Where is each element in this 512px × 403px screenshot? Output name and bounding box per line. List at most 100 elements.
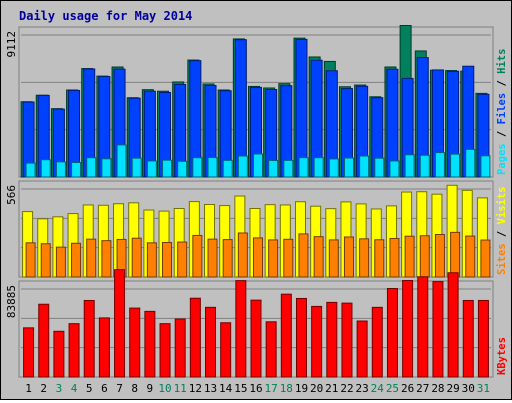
bar-pages-30: Pages 30: 1790	[465, 148, 476, 178]
bar-pages-24: Pages 24: 1220	[374, 157, 385, 178]
bar-sites-1: Sites 1: 222	[25, 242, 36, 278]
bar-sites-12: Sites 12: 270	[192, 234, 203, 278]
x-tick-label-22: 22	[340, 382, 353, 395]
legend-visits: Visits	[496, 186, 508, 224]
chart-title: Daily usage for May 2014	[19, 9, 192, 23]
bar-sites-14: Sites 14: 243	[222, 239, 233, 278]
bar-kbytes-15: KBytes 15: 92800	[235, 280, 247, 378]
x-tick-label-26: 26	[401, 382, 414, 395]
bar-sites-19: Sites 19: 280	[298, 233, 309, 278]
bar-sites-30: Sites 30: 266	[465, 235, 476, 278]
bar-kbytes-5: KBytes 5: 73670	[83, 299, 95, 378]
x-tick-label-5: 5	[86, 382, 93, 395]
bar-pages-1: Pages 1: 900	[25, 162, 36, 178]
bar-pages-23: Pages 23: 1360	[359, 155, 370, 178]
bar-kbytes-27: KBytes 27: 96500	[417, 276, 429, 378]
bar-files-19: Files 19: 8920	[295, 38, 308, 178]
panel-visits-sites: 566Visits 1: 425Visits 2: 378Visits 3: 3…	[5, 180, 508, 278]
bar-kbytes-11: KBytes 11: 55810	[174, 318, 186, 378]
bar-kbytes-28: KBytes 28: 91850	[432, 281, 444, 378]
bar-sites-10: Sites 10: 224	[162, 242, 173, 278]
bar-pages-8: Pages 8: 1220	[131, 157, 142, 178]
bar-pages-2: Pages 2: 1120	[40, 159, 51, 178]
panel-pages-files-hits: 9112Hits 1: 4880Hits 2: 5300Hits 3: 4430…	[5, 25, 508, 178]
bar-pages-22: Pages 22: 1230	[343, 157, 354, 178]
bar-sites-17: Sites 17: 241	[268, 239, 279, 278]
bar-kbytes-24: KBytes 24: 67060	[371, 306, 383, 378]
chart-panels: 9112Hits 1: 4880Hits 2: 5300Hits 3: 4430…	[5, 25, 508, 378]
x-tick-label-3: 3	[56, 382, 63, 395]
panel-legend: Sites / Visits	[496, 186, 508, 275]
bar-pages-10: Pages 10: 1090	[162, 159, 173, 178]
panel-ymax-label: 9112	[5, 31, 18, 58]
x-tick-label-15: 15	[234, 382, 247, 395]
x-tick-label-10: 10	[158, 382, 171, 395]
x-tick-label-29: 29	[446, 382, 459, 395]
bar-pages-29: Pages 29: 1480	[450, 153, 461, 178]
bar-pages-31: Pages 31: 1370	[480, 155, 491, 178]
bar-pages-7: Pages 7: 2080	[116, 144, 127, 178]
x-tick-label-23: 23	[356, 382, 369, 395]
x-tick-label-30: 30	[462, 382, 475, 395]
legend-separator: /	[496, 224, 508, 243]
bar-kbytes-31: KBytes 31: 73690	[477, 299, 489, 378]
bar-sites-3: Sites 3: 194	[55, 246, 66, 278]
x-tick-label-17: 17	[265, 382, 278, 395]
bar-sites-31: Sites 31: 240	[480, 239, 491, 278]
bar-kbytes-19: KBytes 19: 75610	[295, 297, 307, 378]
bar-sites-22: Sites 22: 260	[343, 236, 354, 278]
bar-pages-19: Pages 19: 1250	[298, 157, 309, 178]
bar-kbytes-1: KBytes 1: 47340	[23, 327, 35, 378]
bar-kbytes-3: KBytes 3: 44010	[53, 330, 65, 378]
bar-kbytes-26: KBytes 26: 92910	[402, 280, 414, 378]
bar-sites-20: Sites 20: 262	[313, 236, 324, 278]
bar-pages-17: Pages 17: 1070	[268, 159, 279, 178]
x-tick-label-6: 6	[101, 382, 108, 395]
bar-sites-26: Sites 26: 265	[404, 235, 415, 278]
panel-ymax-label: 566	[5, 185, 18, 205]
bar-pages-25: Pages 25: 1040	[389, 160, 400, 178]
bar-pages-16: Pages 16: 1490	[253, 153, 263, 178]
x-tick-label-27: 27	[416, 382, 429, 395]
bar-sites-25: Sites 25: 250	[389, 238, 400, 278]
bar-kbytes-4: KBytes 4: 51360	[68, 323, 80, 378]
bar-sites-18: Sites 18: 245	[283, 238, 294, 278]
bar-kbytes-16: KBytes 16: 74000	[250, 299, 262, 378]
bar-pages-12: Pages 12: 1250	[192, 157, 203, 178]
bar-kbytes-10: KBytes 10: 51360	[159, 323, 171, 378]
bar-pages-18: Pages 18: 1080	[283, 159, 294, 178]
bar-sites-28: Sites 28: 276	[434, 234, 445, 278]
bar-kbytes-13: KBytes 13: 67060	[205, 306, 217, 378]
bar-kbytes-14: KBytes 14: 52230	[220, 322, 232, 378]
x-tick-label-24: 24	[371, 382, 385, 395]
bar-pages-4: Pages 4: 940	[71, 162, 82, 178]
bar-kbytes-7: KBytes 7: 103330	[114, 269, 126, 378]
legend-sites: Sites	[496, 243, 508, 275]
x-tick-label-19: 19	[295, 382, 308, 395]
x-tick-label-8: 8	[131, 382, 138, 395]
x-tick-label-20: 20	[310, 382, 323, 395]
bar-kbytes-21: KBytes 21: 71850	[326, 301, 338, 378]
bar-sites-23: Sites 23: 248	[359, 238, 370, 278]
bar-sites-8: Sites 8: 252	[131, 237, 142, 278]
x-tick-label-2: 2	[40, 382, 47, 395]
bar-kbytes-9: KBytes 9: 63180	[144, 310, 156, 378]
bar-kbytes-23: KBytes 23: 53910	[356, 320, 368, 378]
legend-hits: Hits	[496, 49, 508, 74]
bar-sites-5: Sites 5: 246	[86, 238, 97, 278]
x-tick-label-13: 13	[204, 382, 217, 395]
bar-pages-13: Pages 13: 1260	[207, 157, 218, 178]
bar-sites-21: Sites 21: 241	[328, 239, 339, 278]
bar-pages-11: Pages 11: 1020	[177, 160, 188, 178]
bar-kbytes-18: KBytes 18: 79750	[280, 293, 292, 378]
bar-kbytes-12: KBytes 12: 75850	[189, 297, 201, 378]
bar-pages-6: Pages 6: 1180	[101, 158, 112, 178]
bar-sites-6: Sites 6: 236	[101, 240, 112, 278]
bar-kbytes-17: KBytes 17: 53160	[265, 321, 277, 378]
x-tick-label-28: 28	[431, 382, 444, 395]
x-axis-labels: 1 2 3 4 5 6 7 8 9 10 11 12 13 14 15 16 17 18 19 20 21 22 23 24 2…	[25, 382, 490, 395]
bar-kbytes-2: KBytes 2: 70070	[38, 303, 50, 378]
x-tick-label-14: 14	[219, 382, 233, 395]
